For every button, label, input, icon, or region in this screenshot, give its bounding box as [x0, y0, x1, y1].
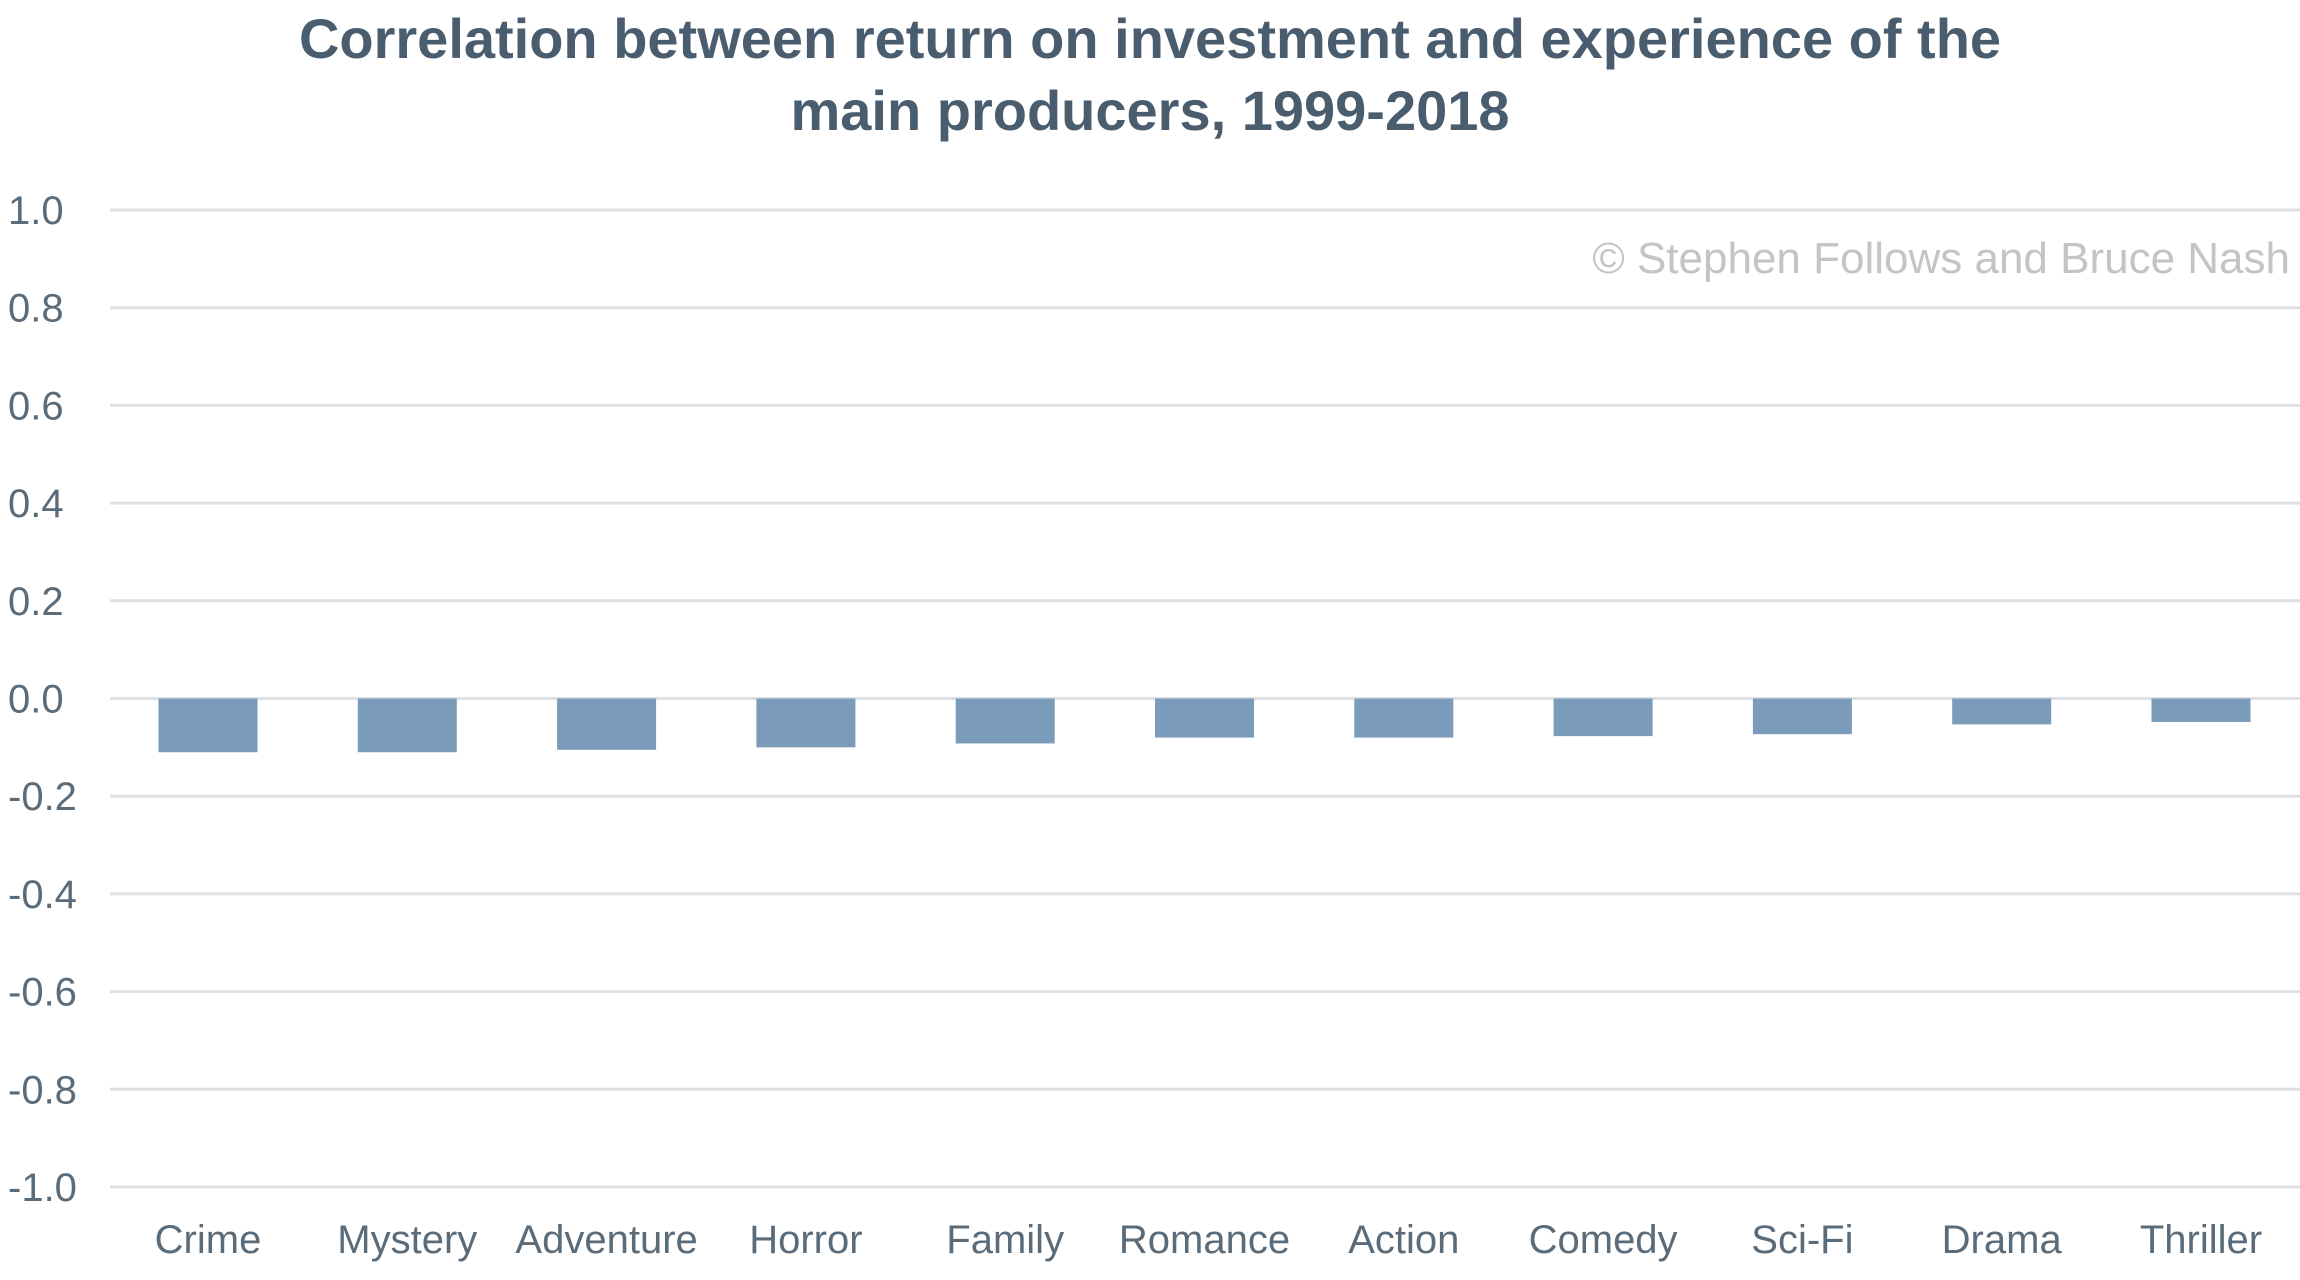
x-tick-label: Romance	[1119, 1218, 1290, 1262]
x-tick-label: Sci-Fi	[1751, 1218, 1853, 1262]
y-tick-label: 1.0	[8, 189, 64, 233]
x-axis-labels: Crime Mystery Adventure Horror Family Romance…	[155, 1218, 2262, 1262]
x-tick-label: Horror	[749, 1218, 862, 1262]
bar-sci-fi	[1752, 698, 1852, 735]
y-tick-label: 0.4	[8, 482, 64, 526]
y-axis-ticks: 1.0 0.8 0.6 0.4 0.2 0.0 -0.2 -0.4 -0.6 -0.8 -1.0	[8, 189, 77, 1210]
y-tick-label: 0.8	[8, 287, 64, 331]
copyright-watermark: © Stephen Follows and Bruce Nash	[1592, 234, 2290, 283]
chart-title-line-1: Correlation between return on investment…	[299, 7, 2001, 70]
x-tick-label: Action	[1348, 1218, 1459, 1262]
chart-title: Correlation between return on investment…	[299, 7, 2001, 142]
bar-romance	[1155, 698, 1254, 738]
bar-family	[955, 698, 1055, 744]
y-tick-label: -0.6	[8, 971, 77, 1015]
x-tick-label: Adventure	[515, 1218, 697, 1262]
bar-horror	[756, 698, 856, 748]
x-tick-label: Thriller	[2140, 1218, 2262, 1262]
y-tick-label: 0.2	[8, 580, 64, 624]
x-tick-label: Crime	[155, 1218, 262, 1262]
x-tick-label: Family	[946, 1218, 1064, 1262]
chart-title-line-2: main producers, 1999-2018	[790, 79, 1509, 142]
bars	[158, 698, 2251, 753]
y-tick-label: -1.0	[8, 1166, 77, 1210]
bar-crime	[158, 698, 258, 753]
y-tick-label: 0.6	[8, 384, 64, 428]
bar-adventure	[557, 698, 657, 750]
x-tick-label: Drama	[1942, 1218, 2063, 1262]
bar-drama	[1952, 698, 2052, 725]
y-tick-label: -0.8	[8, 1068, 77, 1112]
y-tick-label: -0.2	[8, 775, 77, 819]
x-tick-label: Mystery	[337, 1218, 477, 1262]
bar-mystery	[357, 698, 457, 753]
bar-action	[1354, 698, 1454, 738]
x-tick-label: Comedy	[1529, 1218, 1678, 1262]
bar-thriller	[2151, 698, 2251, 722]
bar-comedy	[1553, 698, 1653, 737]
y-tick-label: 0.0	[8, 678, 64, 722]
y-tick-label: -0.4	[8, 873, 77, 917]
